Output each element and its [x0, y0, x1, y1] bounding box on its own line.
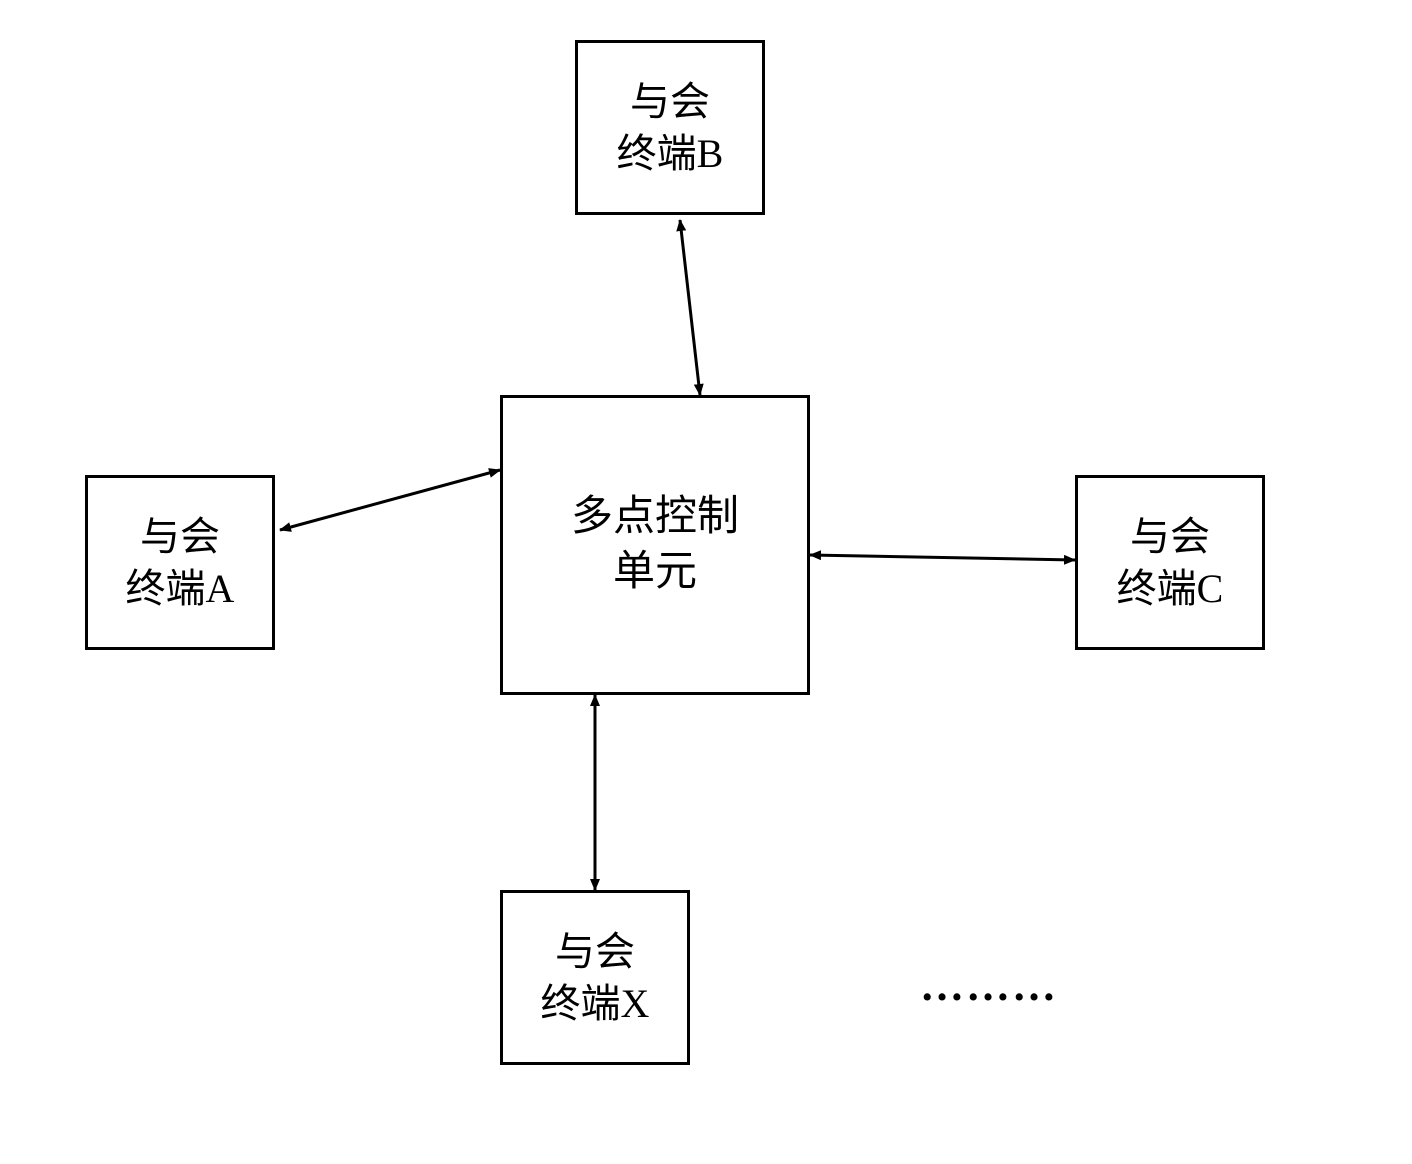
- node-top-line1: 与会: [630, 76, 710, 128]
- node-bottom-line1: 与会: [555, 926, 635, 978]
- node-right-line2: 终端C: [1117, 563, 1224, 615]
- node-bottom: 与会 终端X: [500, 890, 690, 1065]
- node-center: 多点控制 单元: [500, 395, 810, 695]
- node-left-line2: 终端A: [126, 563, 235, 615]
- node-top-line2: 终端B: [617, 128, 724, 180]
- edge-center-left: [280, 470, 500, 530]
- node-right: 与会 终端C: [1075, 475, 1265, 650]
- edge-center-top: [680, 220, 700, 395]
- node-left-line1: 与会: [140, 511, 220, 563]
- node-center-line2: 单元: [613, 545, 697, 600]
- node-bottom-line2: 终端X: [541, 978, 650, 1030]
- edge-center-right: [810, 555, 1075, 560]
- node-left: 与会 终端A: [85, 475, 275, 650]
- ellipsis-text: ………: [920, 960, 1058, 1011]
- node-center-line1: 多点控制: [571, 490, 739, 545]
- node-right-line1: 与会: [1130, 511, 1210, 563]
- node-top: 与会 终端B: [575, 40, 765, 215]
